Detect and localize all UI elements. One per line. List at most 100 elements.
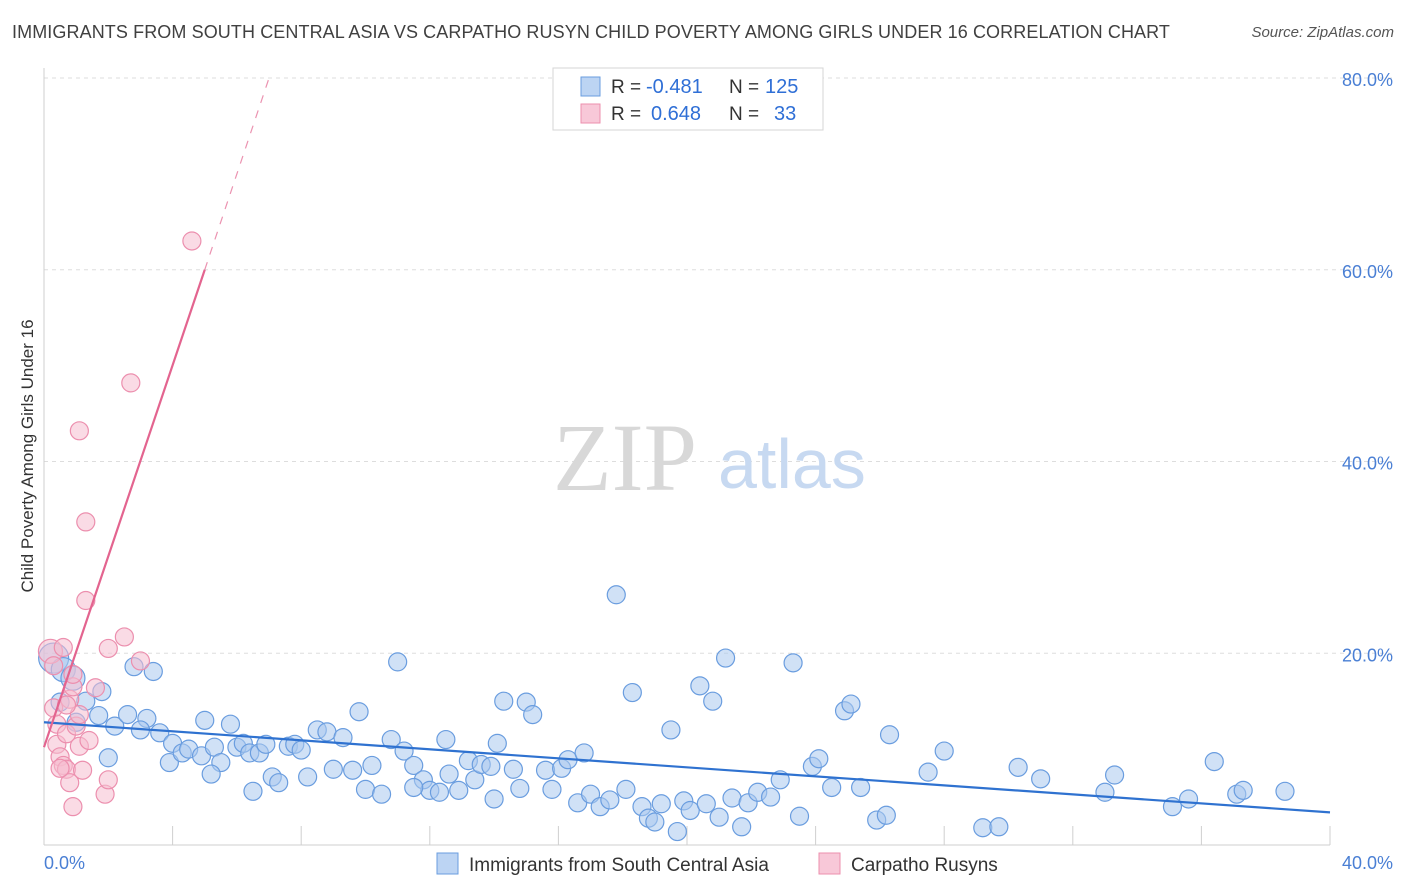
data-point-blue (150, 723, 170, 743)
data-point-blue (606, 585, 626, 605)
data-point-blue (195, 710, 215, 730)
data-point-blue (487, 733, 507, 753)
data-point-blue (622, 682, 642, 703)
data-point-blue (98, 748, 118, 768)
data-point-pink (53, 637, 73, 658)
data-point-pink (85, 678, 106, 698)
data-point-pink (98, 638, 118, 659)
data-point-pink (114, 627, 134, 647)
data-point-blue (770, 770, 790, 790)
data-point-blue (574, 743, 594, 763)
data-point-blue (388, 652, 408, 672)
data-point-blue (323, 759, 343, 779)
data-point-pink (76, 590, 96, 611)
data-point-blue (89, 705, 109, 726)
legend-n-label-pink: N = (729, 104, 759, 125)
bottom-legend-swatch-blue (436, 852, 459, 875)
data-point-blue (989, 817, 1009, 837)
data-point-blue (535, 760, 556, 780)
gridlines (44, 77, 1392, 654)
data-point-blue (918, 762, 938, 782)
data-point-pink (121, 373, 141, 393)
data-point-blue (510, 778, 530, 799)
data-point-blue (404, 777, 424, 798)
data-point-blue (1031, 769, 1051, 789)
data-point-pink (98, 770, 118, 790)
y-tick-label: 20.0% (1342, 645, 1393, 665)
legend-r-value-blue: -0.481 (646, 76, 703, 98)
data-point-pink (79, 730, 99, 751)
legend: R = -0.481 N = 125 R = 0.648 N = 33 (552, 67, 824, 131)
data-point-blue (715, 648, 736, 668)
data-point-blue (690, 676, 710, 696)
data-point-blue (355, 779, 376, 799)
data-point-pink (76, 512, 96, 532)
data-point-blue (1204, 751, 1224, 772)
data-point-blue (484, 789, 504, 809)
data-point-blue (1275, 781, 1295, 801)
data-point-pink (72, 760, 93, 780)
legend-n-label-blue: N = (729, 77, 759, 98)
data-point-blue (789, 806, 810, 826)
data-point-blue (703, 691, 723, 711)
watermark-atlas: atlas (718, 425, 866, 503)
data-point-blue (381, 729, 401, 750)
trend-line-pink (42, 269, 206, 748)
data-point-blue (841, 694, 861, 714)
data-point-blue (934, 741, 954, 761)
data-point-pink (44, 656, 64, 676)
data-point-blue (696, 794, 716, 814)
legend-r-label-blue: R = (611, 77, 641, 98)
data-point-blue (523, 705, 543, 725)
bottom-legend-label-pink: Carpatho Rusyns (851, 855, 998, 876)
data-point-blue (760, 787, 781, 807)
data-point-blue (371, 784, 392, 804)
legend-swatch-blue (580, 76, 601, 97)
data-point-blue (732, 817, 752, 837)
chart-title: IMMIGRANTS FROM SOUTH CENTRAL ASIA VS CA… (12, 22, 1171, 42)
data-point-blue (436, 729, 456, 750)
data-point-blue (291, 740, 311, 760)
legend-swatch-pink (580, 103, 601, 124)
trend-lines (42, 77, 1331, 814)
bottom-legend-label-blue: Immigrants from South Central Asia (469, 855, 769, 876)
data-point-pink (69, 421, 89, 441)
y-tick-label: 60.0% (1342, 262, 1393, 282)
data-point-blue (542, 779, 562, 799)
legend-r-label-pink: R = (611, 104, 641, 125)
legend-r-value-pink: 0.648 (651, 103, 701, 125)
data-point-blue (349, 702, 369, 722)
data-point-pink (69, 705, 89, 725)
data-point-pink (63, 797, 83, 817)
data-point-blue (667, 821, 687, 842)
data-point-blue (876, 805, 896, 825)
x-ticks (43, 826, 1331, 845)
trend-line-blue (43, 721, 1331, 814)
data-point-blue (651, 794, 671, 814)
data-point-pink (130, 651, 151, 671)
data-point-pink (60, 773, 80, 793)
series-immigrants-south-central-asia (38, 585, 1295, 842)
data-point-blue (1178, 789, 1199, 809)
data-point-blue (494, 691, 514, 711)
data-point-blue (1008, 757, 1028, 777)
data-point-blue (503, 759, 523, 779)
data-point-blue (343, 760, 363, 780)
x-tick-label-max: 40.0% (1342, 853, 1393, 873)
data-point-blue (220, 714, 241, 734)
data-point-blue (404, 755, 424, 776)
bottom-legend: Immigrants from South Central Asia Carpa… (436, 852, 998, 876)
y-tick-label: 80.0% (1342, 70, 1393, 90)
data-point-blue (600, 790, 620, 810)
legend-n-value-pink: 33 (774, 103, 796, 125)
data-point-blue (439, 764, 459, 784)
data-point-blue (256, 734, 276, 754)
data-point-blue (269, 773, 289, 793)
data-point-blue (117, 705, 138, 725)
data-point-blue (201, 764, 221, 784)
data-point-blue (243, 781, 263, 801)
data-point-blue (783, 653, 803, 673)
data-point-blue (481, 756, 501, 776)
data-point-blue (1233, 780, 1253, 800)
